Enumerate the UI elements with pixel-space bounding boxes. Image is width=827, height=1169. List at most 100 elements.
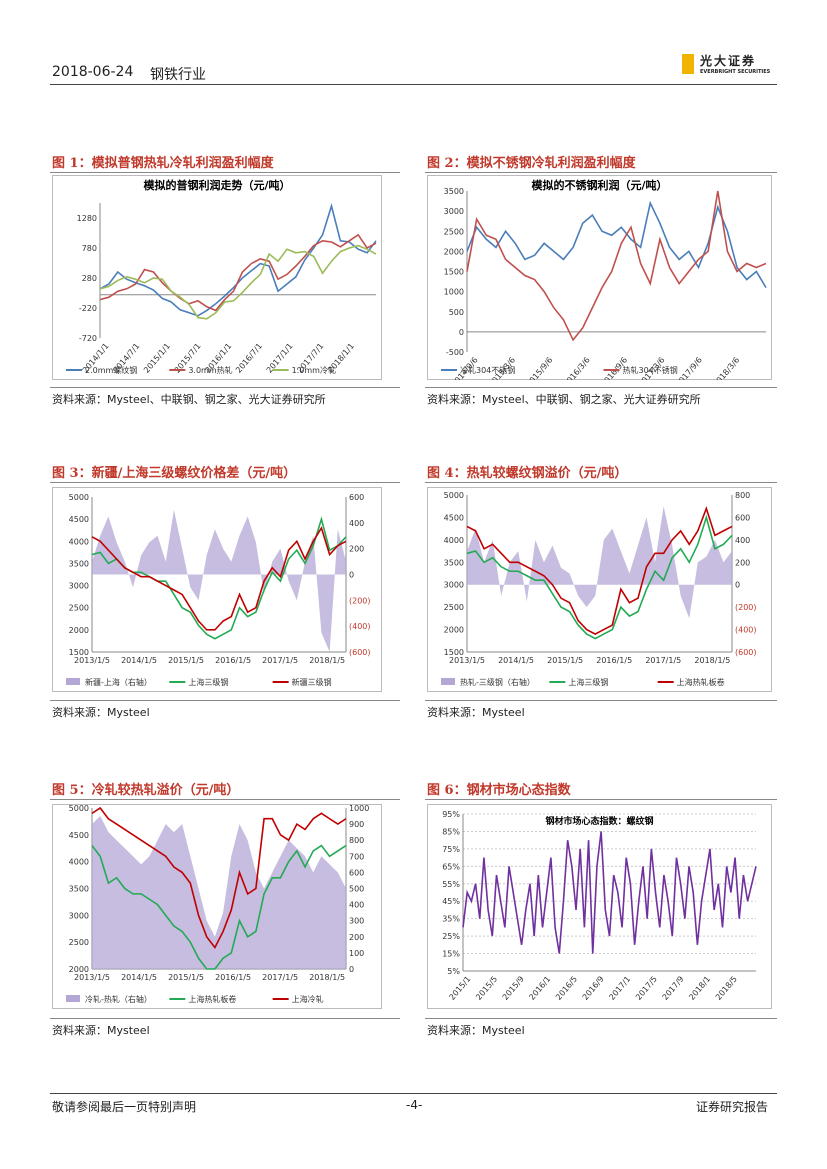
y-tick-label: 55% xyxy=(442,880,460,889)
chart-4-svg: 5000450040003500300025002000150080060040… xyxy=(427,487,772,692)
series-line-0 xyxy=(466,200,767,289)
legend-label: 冷轧-热轧（右轴） xyxy=(85,994,152,1004)
legend-label: 热轧-三级钢（右轴） xyxy=(460,677,535,687)
y2-tick-label: (400) xyxy=(735,626,757,635)
page-number: -4- xyxy=(406,1098,423,1112)
figure-6-rule xyxy=(425,799,777,800)
report-date: 2018-06-24 xyxy=(52,64,134,80)
legend-label: 热轧304不锈钢 xyxy=(623,365,678,375)
x-tick-label: 2014/1/5 xyxy=(121,656,157,665)
legend-label: 上海冷轧 xyxy=(292,994,324,1004)
figure-6-title: 图 6：钢材市场心态指数 xyxy=(427,783,571,798)
series-line-1 xyxy=(91,844,347,970)
y-tick-label: 45% xyxy=(442,897,460,906)
legend-label: 1.0mm冷轧 xyxy=(292,365,336,375)
logo-mark-icon xyxy=(682,54,694,74)
y-tick-label: 5000 xyxy=(444,491,464,500)
y-tick-label: 2000 xyxy=(69,965,89,974)
x-tick-label: 2014/1/5 xyxy=(498,656,534,665)
y2-tick-label: 0 xyxy=(349,965,354,974)
legend-label: 3.0mm热轧 xyxy=(188,365,232,375)
series-line-2 xyxy=(91,526,347,631)
y2-tick-label: 0 xyxy=(349,571,354,580)
chart-5-svg: 5000450040003500300025002000100090080070… xyxy=(52,804,382,1009)
series-line-0 xyxy=(462,831,757,954)
figure-2-title: 图 2：模拟不锈钢冷轧利润盈利幅度 xyxy=(427,156,636,171)
y2-tick-label: (400) xyxy=(349,622,371,631)
chart-4: 5000 4500 4000 3500 3000 2500 2000 1500 800 600 40… xyxy=(427,487,772,692)
x-tick-label: 2018/1/5 xyxy=(309,973,345,982)
y2-tick-label: 800 xyxy=(735,491,750,500)
chart-3: 5000 4500 4000 3500 3000 2500 2000 1500 600 400 20… xyxy=(52,487,382,692)
y-tick-label: 0 xyxy=(459,328,464,337)
legend-label: 2.0mm螺纹钢 xyxy=(85,365,137,375)
figure-5-source: 资料来源：Mysteel xyxy=(52,1024,150,1037)
chart-title: 钢材市场心态指数：螺纹钢 xyxy=(545,815,653,827)
chart-6: 95% 85% 75% 65% 55% 45% 35% 25% 15% 5% 2015/1 2015/… xyxy=(427,804,772,1009)
series-line-1 xyxy=(466,514,733,640)
y-tick-label: 75% xyxy=(442,845,460,854)
y2-tick-label: 200 xyxy=(735,558,750,567)
figure-4-rule xyxy=(425,482,777,483)
series-line-2 xyxy=(91,806,347,950)
footer-divider xyxy=(50,1093,777,1094)
y-tick-label: -220 xyxy=(79,304,97,313)
y-tick-label: 280 xyxy=(82,274,97,283)
legend-label: 冷轧304不锈钢 xyxy=(460,365,515,375)
y-tick-label: 4000 xyxy=(69,858,89,867)
y-tick-label: 65% xyxy=(442,862,460,871)
y2-tick-label: 500 xyxy=(349,885,364,894)
legend-label: 上海热轧板卷 xyxy=(677,677,725,687)
figure-3-source-rule xyxy=(50,700,400,701)
x-tick-label: 2016/1/5 xyxy=(215,656,251,665)
y2-tick-label: (200) xyxy=(349,596,371,605)
footer-disclaimer: 敬请参阅最后一页特别声明 xyxy=(52,1100,197,1114)
y-tick-label: 2500 xyxy=(444,227,464,236)
figure-3-title: 图 3：新疆/上海三级螺纹价格差（元/吨） xyxy=(52,466,297,481)
x-tick-label: 2015/1/5 xyxy=(168,973,204,982)
y2-tick-label: (200) xyxy=(735,603,757,612)
legend-swatch xyxy=(66,678,80,685)
y-tick-label: 1500 xyxy=(444,268,464,277)
figure-1-title: 图 1：模拟普钢热轧冷轧利润盈利幅度 xyxy=(52,156,274,171)
y-tick-label: 3500 xyxy=(69,885,89,894)
y-tick-label: 2500 xyxy=(69,604,89,613)
y-tick-label: 1000 xyxy=(444,288,464,297)
figure-2-source-rule xyxy=(425,387,777,388)
figure-2-source: 资料来源：Mysteel、中联钢、钢之家、光大证券研究所 xyxy=(427,393,701,406)
y2-tick-label: 100 xyxy=(349,949,364,958)
x-tick-label: 2013/1/5 xyxy=(74,973,110,982)
figure-4-title: 图 4：热轧较螺纹钢溢价（元/吨） xyxy=(427,466,628,481)
chart-2-svg: 3500300025002000150010005000-5002014/9/6… xyxy=(427,175,772,380)
x-tick-label: 2016/1/5 xyxy=(596,656,632,665)
x-tick-label: 2017/1/5 xyxy=(262,656,298,665)
logo-cn: 光大证券 xyxy=(700,54,757,68)
y2-tick-label: 800 xyxy=(349,836,364,845)
figure-3-source: 资料来源：Mysteel xyxy=(52,706,150,719)
y-tick-label: -720 xyxy=(79,334,97,343)
figure-2-rule xyxy=(425,172,777,173)
figure-1-source-rule xyxy=(50,387,400,388)
legend-label: 上海三级钢 xyxy=(188,677,228,687)
y-tick-label: 3500 xyxy=(444,558,464,567)
y-tick-label: 3000 xyxy=(444,581,464,590)
y2-tick-label: 400 xyxy=(349,901,364,910)
y2-tick-label: 600 xyxy=(349,868,364,877)
y-tick-label: 3500 xyxy=(69,559,89,568)
y2-tick-label: 600 xyxy=(349,493,364,502)
figure-1-rule xyxy=(50,172,400,173)
x-tick-label: 2018/1/5 xyxy=(694,656,730,665)
y-tick-label: 15% xyxy=(442,950,460,959)
everbright-logo: 光大证券 EVERBRIGHT SECURITIES xyxy=(682,52,782,80)
x-tick-label: 2014/1/5 xyxy=(121,973,157,982)
y-tick-label: 2500 xyxy=(69,938,89,947)
x-tick-label: 2018/1/5 xyxy=(309,656,345,665)
y2-tick-label: 1000 xyxy=(349,804,369,813)
y-tick-label: 35% xyxy=(442,915,460,924)
legend-label: 上海三级钢 xyxy=(568,677,608,687)
y-tick-label: 85% xyxy=(442,827,460,836)
y-tick-label: 780 xyxy=(82,244,97,253)
y-tick-label: 4500 xyxy=(444,513,464,522)
figure-4-source-rule xyxy=(425,700,777,701)
y-tick-label: 500 xyxy=(449,308,464,317)
